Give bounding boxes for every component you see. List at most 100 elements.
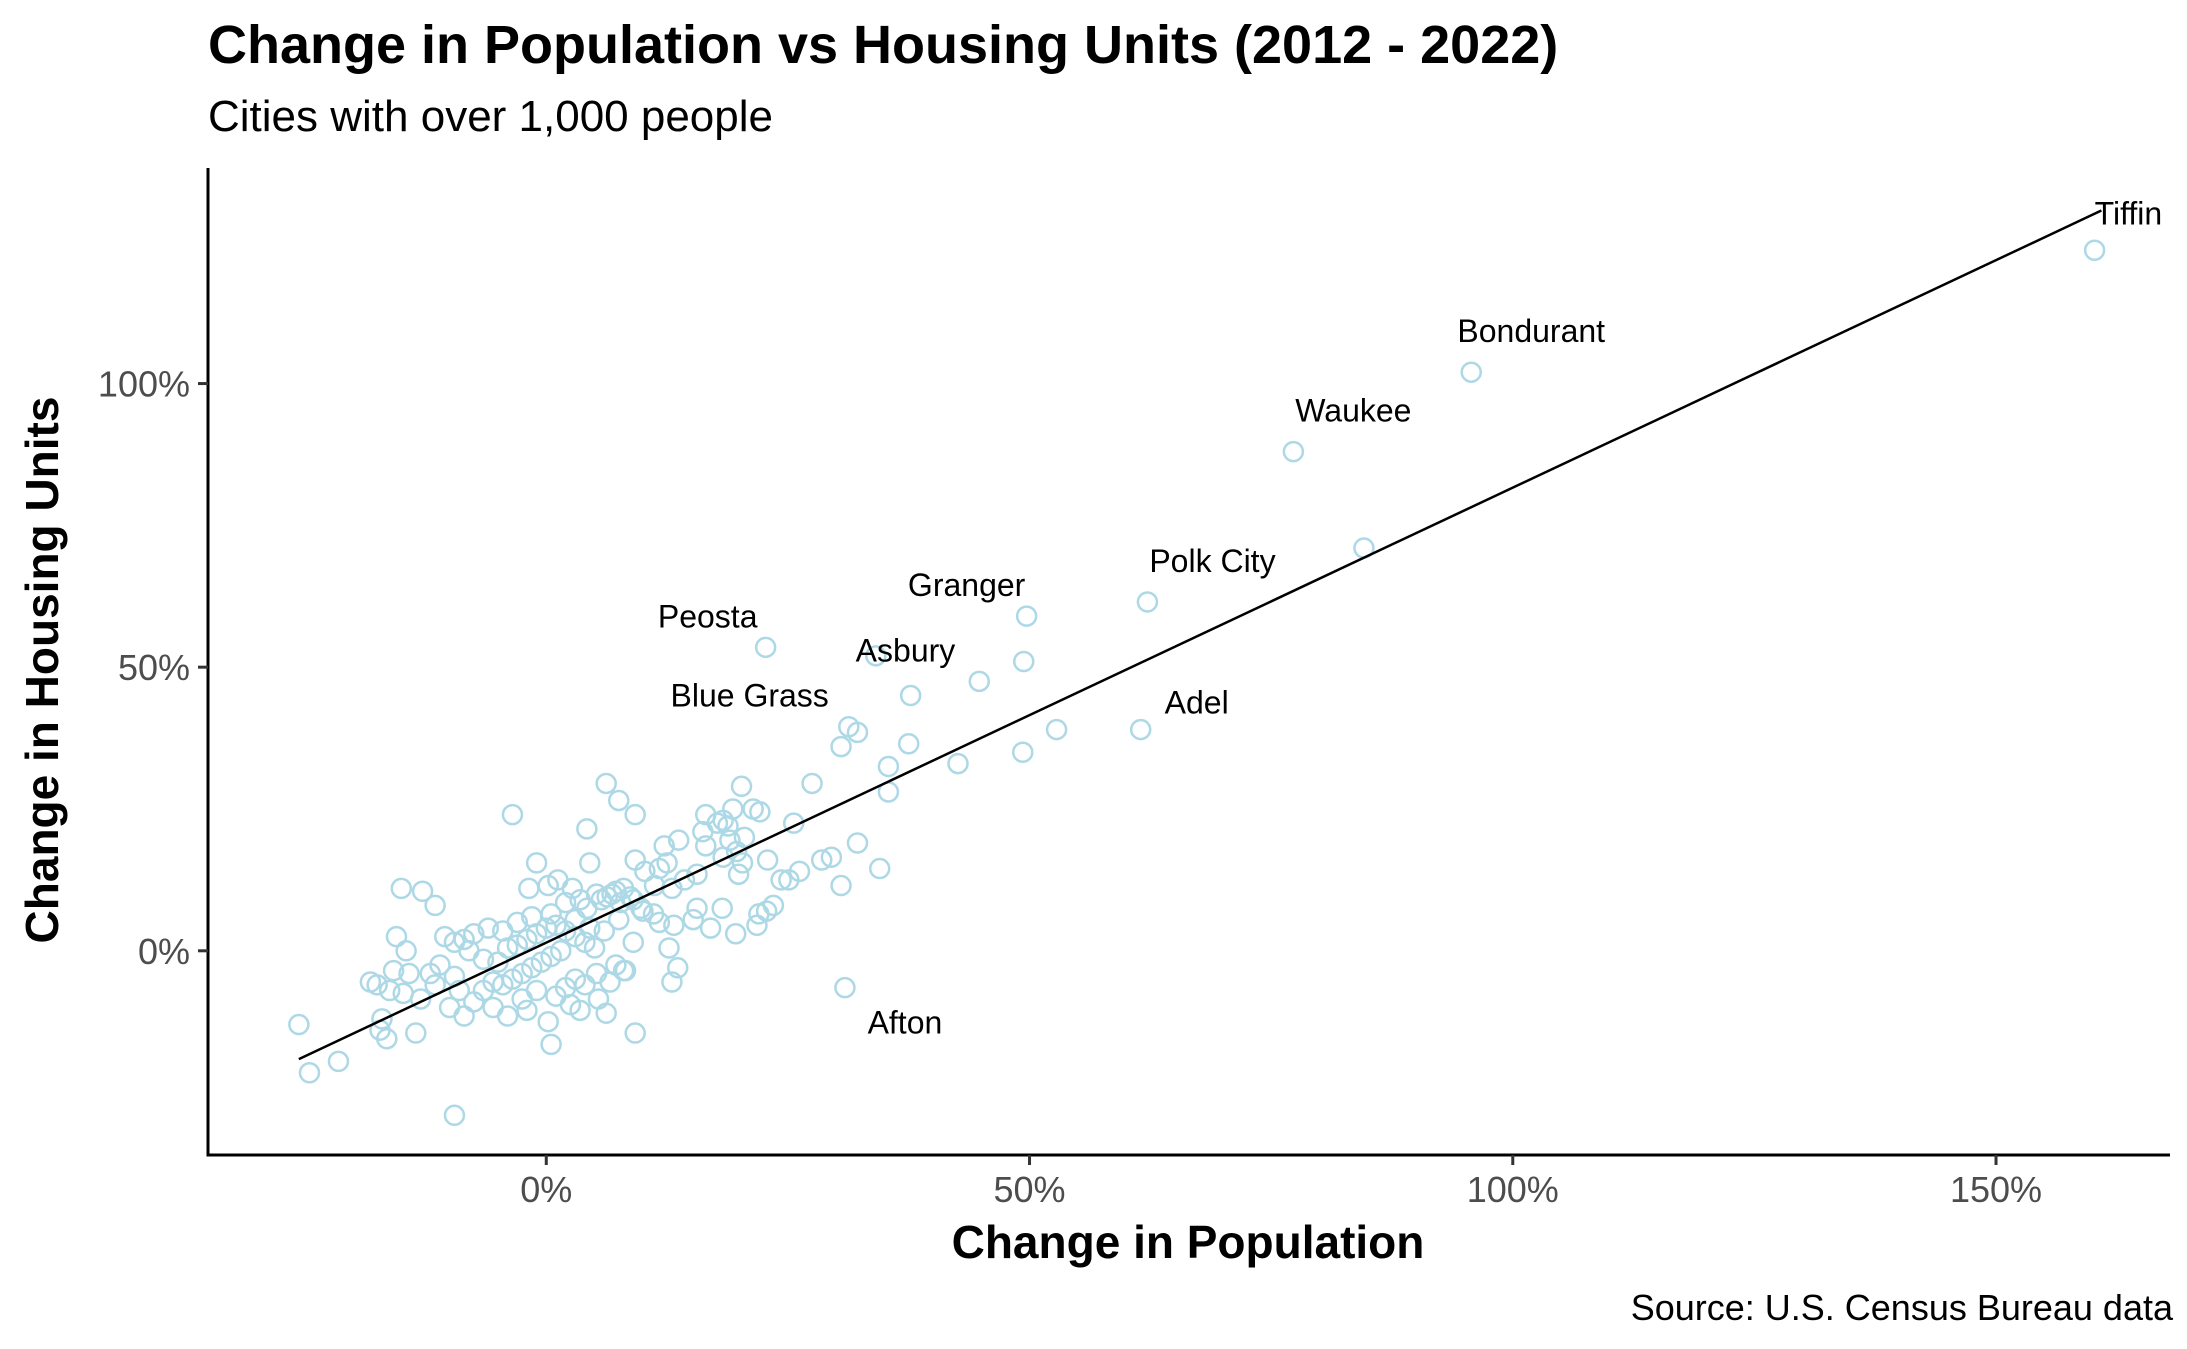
data-point — [1012, 741, 1034, 764]
data-point — [579, 852, 601, 874]
data-point — [899, 684, 922, 707]
data-point — [725, 840, 748, 863]
y-axis-title: Change in Housing Units — [16, 397, 68, 944]
data-point — [477, 917, 500, 939]
data-point — [482, 996, 504, 1019]
data-point — [624, 849, 646, 871]
chart-title: Change in Population vs Housing Units (2… — [208, 15, 1559, 75]
data-point — [782, 812, 805, 834]
data-point — [694, 835, 717, 857]
data-point — [298, 1062, 321, 1084]
data-point — [429, 954, 451, 976]
data-point — [371, 1008, 393, 1030]
data-point — [608, 908, 630, 931]
data-point — [492, 974, 514, 996]
y-axis-ticks: 0% 50% 100% — [98, 364, 208, 972]
labeled-data-point — [754, 636, 777, 659]
labeled-data-point — [1460, 361, 1482, 383]
data-point — [947, 752, 969, 775]
data-point — [385, 925, 408, 948]
data-point — [587, 988, 610, 1010]
data-point — [501, 803, 524, 826]
data-point — [699, 917, 722, 939]
data-point — [554, 891, 577, 914]
data-point — [742, 798, 764, 820]
data-point — [624, 1022, 646, 1044]
data-point — [382, 959, 405, 982]
data-point — [897, 733, 920, 755]
point-label: Granger — [908, 567, 1026, 603]
data-point — [496, 937, 519, 959]
data-point — [424, 894, 446, 917]
data-point — [525, 979, 548, 1002]
data-point — [518, 877, 540, 900]
data-point — [724, 923, 747, 945]
labeled-data-point — [1136, 591, 1159, 613]
labeled-data-point — [834, 976, 856, 999]
data-point — [711, 897, 733, 919]
data-point — [525, 852, 548, 874]
labeled-data-point — [968, 670, 991, 693]
data-point — [686, 897, 708, 919]
data-point — [712, 846, 734, 868]
y-tick-label: 0% — [138, 931, 190, 972]
data-point — [496, 1005, 519, 1027]
data-point — [359, 971, 382, 993]
data-point — [877, 755, 900, 778]
data-point — [801, 772, 823, 795]
data-point — [327, 1050, 350, 1073]
data-point — [434, 925, 456, 948]
data-point — [830, 735, 852, 758]
x-tick-label: 100% — [1467, 1169, 1559, 1210]
data-point — [622, 931, 645, 954]
data-point — [731, 852, 754, 874]
data-point — [583, 937, 606, 959]
data-point — [830, 874, 852, 897]
data-point — [378, 979, 401, 1002]
data-point — [612, 959, 635, 982]
data-point — [576, 818, 598, 840]
data-point — [661, 971, 683, 993]
data-point — [595, 1002, 617, 1024]
x-tick-label: 150% — [1950, 1169, 2042, 1210]
labeled-points-layer: Tiffin Bondurant Waukee Polk City Granger Peo… — [658, 195, 2162, 1040]
point-label: Polk City — [1149, 543, 1275, 579]
points-layer — [288, 537, 1375, 1127]
data-point — [653, 835, 675, 857]
data-point — [288, 1013, 310, 1036]
data-point — [390, 877, 413, 900]
data-point — [648, 911, 671, 934]
data-point — [692, 820, 714, 843]
data-point — [727, 863, 750, 885]
data-point — [561, 877, 584, 900]
data-point — [686, 863, 708, 885]
chart-subtitle: Cities with over 1,000 people — [208, 92, 773, 141]
data-point — [516, 999, 538, 1022]
data-point — [663, 914, 685, 937]
data-point — [756, 849, 779, 871]
data-point — [569, 999, 591, 1022]
trend-line — [298, 209, 2102, 1061]
y-tick-label: 100% — [98, 364, 190, 405]
data-point — [666, 957, 689, 979]
labeled-data-point — [2083, 239, 2106, 261]
data-point — [438, 996, 461, 1019]
data-point — [748, 903, 770, 925]
data-point — [730, 775, 753, 798]
data-point — [392, 982, 414, 1005]
y-tick-label: 50% — [118, 647, 190, 688]
data-point — [458, 940, 480, 962]
data-point — [746, 914, 768, 937]
data-point — [682, 908, 704, 931]
data-point — [667, 829, 690, 851]
labeled-data-point — [1015, 605, 1038, 627]
data-point — [593, 920, 616, 942]
x-axis-ticks: 0% 50% 100% 150% — [520, 1155, 2042, 1210]
data-point — [868, 857, 891, 880]
data-point — [595, 772, 617, 795]
data-point — [511, 988, 533, 1010]
point-label: Asbury — [856, 632, 956, 668]
point-label: Bondurant — [1457, 313, 1605, 349]
data-point — [585, 962, 608, 985]
